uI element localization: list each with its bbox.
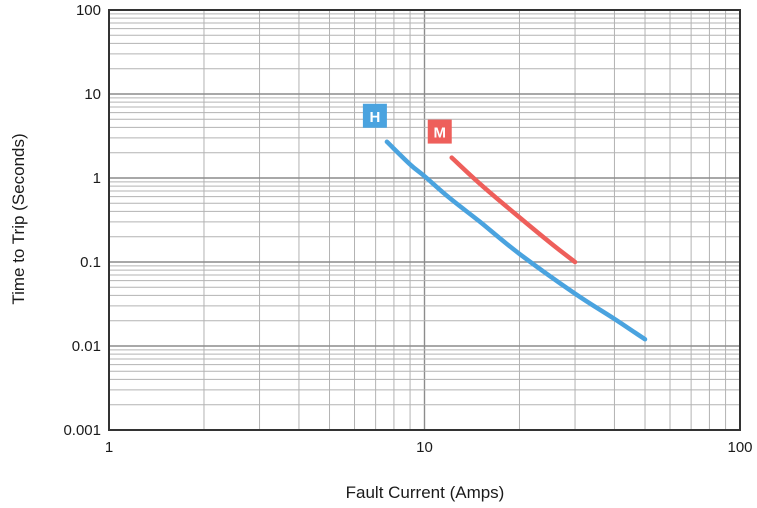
y-tick-label: 100 — [76, 2, 101, 19]
grid — [109, 10, 740, 430]
series-layer — [384, 139, 648, 342]
series-badge-h: H — [362, 103, 387, 128]
y-tick-label: 1 — [93, 170, 101, 187]
x-tick-label: 10 — [416, 439, 433, 456]
y-tick-labels: 0.001 0.01 0.1 1 10 100 — [63, 2, 101, 439]
y-tick-label: 0.001 — [63, 422, 101, 439]
series-line-h — [384, 139, 648, 342]
x-tick-label: 100 — [727, 439, 752, 456]
series-badge-box — [362, 103, 387, 128]
series-labels: HM — [362, 103, 452, 144]
series-badge-box — [427, 119, 452, 144]
series-badge-label: M — [433, 125, 446, 142]
y-tick-label: 10 — [84, 86, 101, 103]
series-line-m — [449, 155, 578, 265]
series-badge-m: M — [427, 119, 452, 144]
plot-frame — [108, 9, 741, 431]
y-tick-label: 0.01 — [72, 338, 101, 355]
x-tick-label: 1 — [105, 439, 113, 456]
x-axis-title: Fault Current (Amps) — [346, 483, 505, 502]
x-tick-labels: 1 10 100 — [105, 439, 753, 456]
y-axis-title: Time to Trip (Seconds) — [9, 133, 28, 304]
series-badge-label: H — [369, 109, 380, 126]
y-tick-label: 0.1 — [80, 254, 101, 271]
